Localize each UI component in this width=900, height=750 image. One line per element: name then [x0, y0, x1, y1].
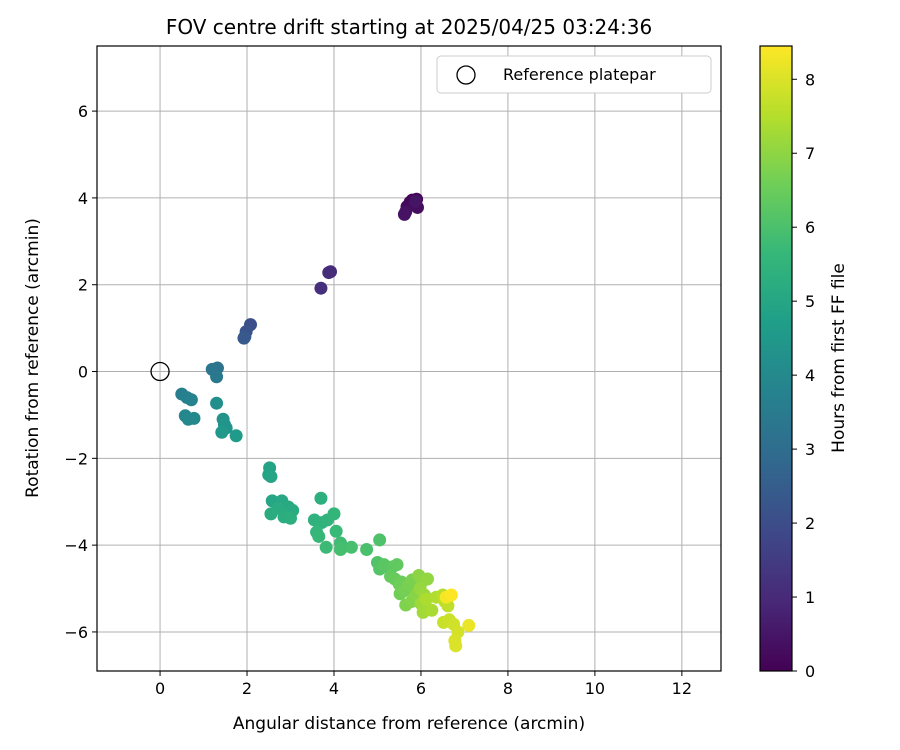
axes-background: [97, 46, 721, 671]
y-axis-ticks: −6 −4 −2 0 2 4 6: [64, 102, 97, 642]
data-point: [444, 588, 458, 602]
data-point: [327, 507, 341, 521]
x-tick-label: 6: [416, 679, 426, 698]
data-points: [175, 192, 476, 653]
colorbar-tick-label: 1: [805, 588, 815, 607]
colorbar-tick-label: 2: [805, 514, 815, 533]
x-tick-label: 2: [242, 679, 252, 698]
data-point: [210, 396, 224, 410]
colorbar-tick-label: 6: [805, 218, 815, 237]
x-axis-ticks: 0 2 4 6 8 10 12: [155, 671, 692, 698]
x-tick-label: 12: [672, 679, 692, 698]
x-tick-label: 10: [585, 679, 605, 698]
data-point: [319, 540, 333, 554]
colorbar-gradient: [760, 46, 792, 671]
data-point: [322, 266, 336, 280]
y-tick-label: 0: [78, 363, 88, 382]
y-tick-label: 6: [78, 102, 88, 121]
data-point: [284, 511, 298, 525]
data-point: [344, 540, 358, 554]
data-point: [215, 425, 229, 439]
x-tick-label: 4: [329, 679, 339, 698]
y-tick-label: −4: [64, 536, 88, 555]
data-point: [462, 618, 476, 632]
data-point: [397, 207, 411, 221]
y-tick-label: −6: [64, 623, 88, 642]
colorbar-ticks: 0 1 2 3 4 5 6 7 8: [792, 70, 815, 681]
data-point: [229, 429, 243, 443]
x-tick-label: 8: [503, 679, 513, 698]
data-point: [360, 542, 374, 556]
colorbar-tick-label: 7: [805, 144, 815, 163]
grid: [97, 46, 721, 671]
y-tick-label: −2: [64, 449, 88, 468]
legend-box: [436, 55, 712, 94]
data-point: [312, 529, 326, 543]
data-point: [329, 524, 343, 538]
data-point: [373, 533, 387, 547]
data-point: [419, 592, 433, 606]
data-point: [420, 572, 434, 586]
data-point: [314, 491, 328, 505]
chart-title: FOV centre drift starting at 2025/04/25 …: [166, 15, 652, 39]
data-point: [390, 558, 404, 572]
data-point: [210, 370, 224, 384]
colorbar-tick-label: 3: [805, 440, 815, 459]
plot-area: 0 2 4 6 8 10 12 −6 −4 −2 0 2 4 6: [64, 45, 722, 698]
colorbar-tick-label: 5: [805, 292, 815, 311]
colorbar-frame: [759, 45, 793, 672]
data-point: [314, 281, 328, 295]
colorbar-tick-label: 0: [805, 662, 815, 681]
data-point: [409, 194, 423, 208]
data-point: [237, 331, 251, 345]
y-axis-label: Rotation from reference (arcmin): [23, 218, 43, 498]
data-point: [187, 411, 201, 425]
colorbar: 0 1 2 3 4 5 6 7 8 Hours from first FF file: [759, 45, 849, 681]
legend-marker: [456, 65, 476, 85]
axes-frame: [96, 45, 722, 672]
y-tick-label: 2: [78, 276, 88, 295]
colorbar-tick-label: 8: [805, 70, 815, 89]
colorbar-label: Hours from first FF file: [829, 263, 849, 453]
data-point: [449, 639, 463, 653]
y-tick-label: 4: [78, 189, 88, 208]
reference-platepar-marker: [150, 361, 170, 382]
legend: Reference platepar: [436, 55, 712, 94]
legend-entry-reference-platepar: Reference platepar: [503, 65, 656, 84]
data-point: [184, 393, 198, 407]
colorbar-tick-label: 4: [805, 366, 815, 385]
data-point: [334, 542, 348, 556]
x-axis-label: Angular distance from reference (arcmin): [233, 714, 585, 734]
data-point: [264, 470, 278, 484]
x-tick-label: 0: [155, 679, 165, 698]
data-point: [425, 603, 439, 617]
